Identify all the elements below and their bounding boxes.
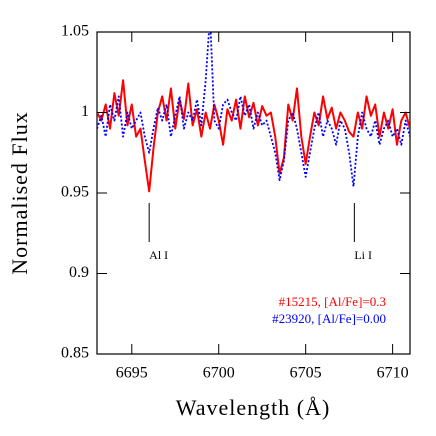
spectrum-line [97, 79, 410, 193]
y-axis-label: Normalised Flux [7, 111, 32, 275]
annotation-label: Al I [149, 248, 168, 262]
y-tick-label: 1 [81, 103, 89, 120]
spectrum-line [97, 32, 410, 188]
legend-entry: #23920, [Al/Fe]=0.00 [272, 311, 386, 326]
x-tick-label: 6695 [116, 365, 148, 382]
x-tick-label: 6710 [377, 365, 409, 382]
y-tick-label: 1.05 [61, 23, 89, 40]
plot-area [97, 32, 410, 193]
y-tick-label: 0.85 [61, 345, 89, 362]
legend-entry: #15215, [Al/Fe]=0.3 [279, 294, 386, 309]
x-tick-label: 6705 [290, 365, 322, 382]
annotation-label: Li I [354, 248, 372, 262]
x-axis-label: Wavelength (Å) [176, 395, 331, 420]
x-tick-label: 6700 [203, 365, 235, 382]
y-tick-label: 0.95 [61, 184, 89, 201]
y-tick-label: 0.9 [69, 264, 89, 281]
